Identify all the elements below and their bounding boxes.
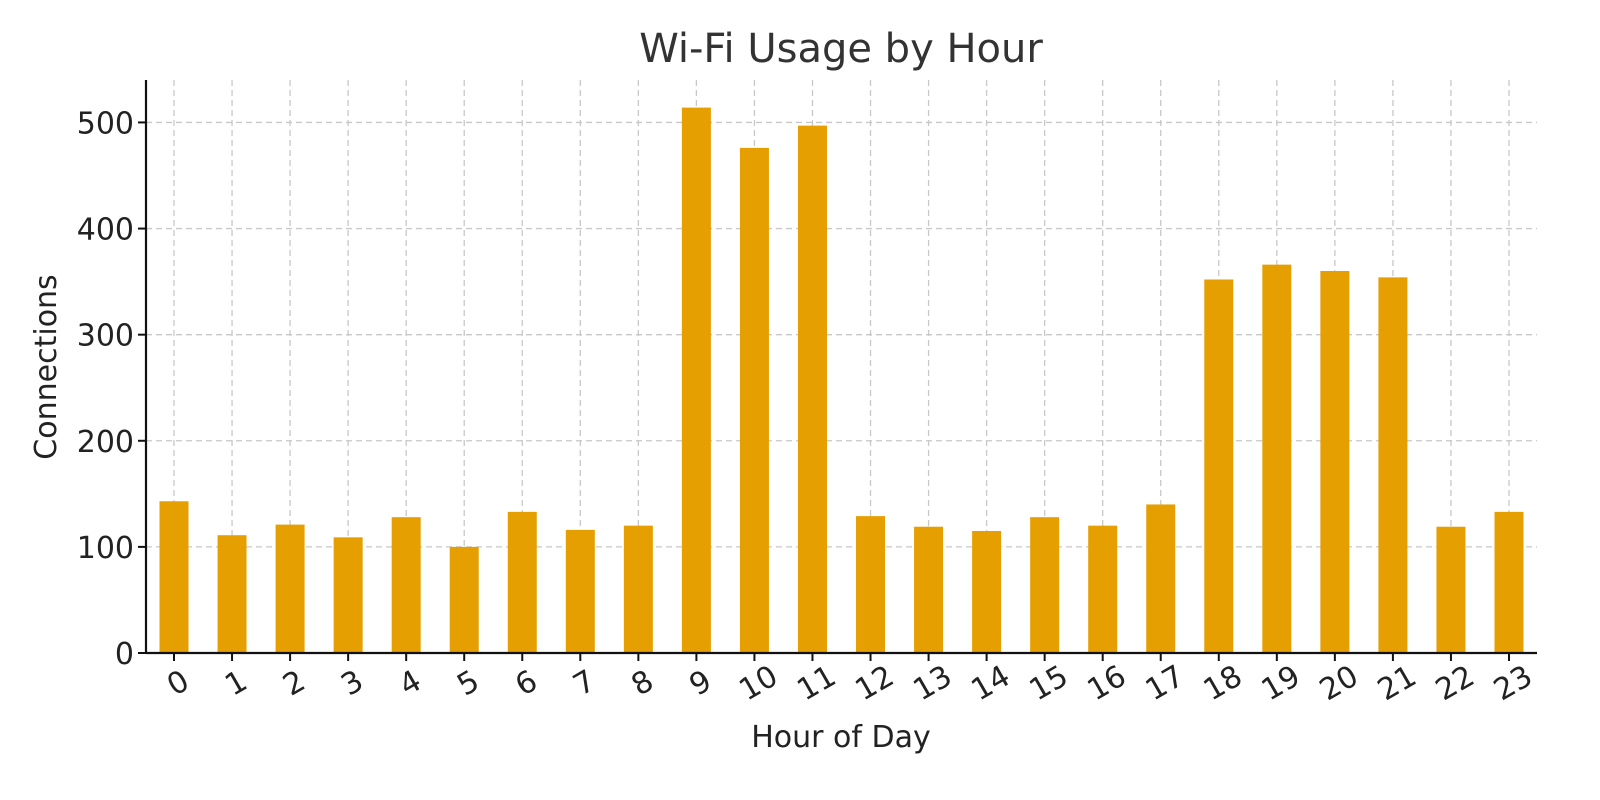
chart-title: Wi-Fi Usage by Hour: [639, 26, 1043, 72]
bar-hour-14: [972, 530, 1002, 653]
bar-hour-5: [449, 546, 479, 653]
bar-hour-6: [507, 511, 537, 653]
x-tick-label: 22: [1430, 659, 1481, 708]
bars: [159, 107, 1524, 654]
y-tick-label: 400: [77, 213, 134, 248]
bar-hour-2: [275, 524, 305, 653]
x-ticks: 0 1 2 3 4 5 6 7 8 9 10 11 12 13 14 15 16 17 18 19 20 21 22 23: [161, 653, 1539, 708]
bar-hour-17: [1146, 504, 1176, 653]
bar-hour-12: [856, 516, 886, 653]
y-tick-label: 200: [77, 425, 134, 460]
x-axis-title: Hour of Day: [751, 720, 931, 755]
x-tick-label: 12: [849, 659, 900, 708]
x-tick-label: 3: [335, 664, 369, 704]
bar-hour-18: [1204, 279, 1234, 653]
x-tick-label: 23: [1488, 659, 1539, 708]
bar-hour-19: [1262, 264, 1292, 653]
x-tick-label: 18: [1198, 659, 1249, 708]
axes: [144, 80, 1537, 655]
y-tick-label: 500: [77, 106, 134, 141]
x-tick-label: 13: [908, 659, 959, 708]
x-tick-label: 1: [219, 664, 253, 704]
x-tick-label: 10: [733, 659, 784, 708]
bar-hour-22: [1436, 526, 1466, 653]
x-tick-label: 17: [1140, 659, 1191, 708]
x-tick-label: 16: [1082, 659, 1133, 708]
x-tick-label: 21: [1372, 659, 1423, 708]
x-tick-label: 5: [451, 664, 485, 704]
x-tick-label: 7: [568, 664, 602, 704]
bar-hour-3: [333, 537, 363, 653]
bar-hour-1: [217, 535, 247, 653]
bar-hour-11: [797, 125, 827, 653]
bar-hour-0: [159, 501, 189, 653]
x-tick-label: 2: [277, 664, 311, 704]
bar-hour-13: [914, 526, 944, 653]
x-tick-label: 11: [791, 659, 842, 708]
grid: [146, 80, 1537, 653]
y-tick-label: 100: [77, 531, 134, 566]
bar-hour-4: [391, 517, 421, 653]
x-tick-label: 20: [1314, 659, 1365, 708]
bar-hour-9: [681, 107, 711, 654]
bar-hour-7: [565, 529, 595, 653]
x-tick-label: 0: [161, 664, 195, 704]
x-tick-label: 9: [684, 664, 718, 704]
bar-hour-20: [1320, 271, 1350, 653]
bar-hour-23: [1494, 511, 1524, 653]
bar-hour-16: [1088, 525, 1118, 653]
y-ticks: 0 100 200 300 400 500: [77, 106, 146, 672]
y-axis-title: Connections: [29, 274, 64, 459]
x-tick-label: 14: [966, 659, 1017, 708]
x-tick-label: 19: [1256, 659, 1307, 708]
y-tick-label: 0: [115, 637, 134, 672]
x-tick-label: 6: [509, 664, 543, 704]
bar-hour-8: [623, 525, 653, 653]
x-tick-label: 8: [626, 664, 660, 704]
x-tick-label: 4: [393, 664, 427, 704]
bar-hour-15: [1030, 517, 1060, 653]
bar-hour-10: [739, 147, 769, 653]
bar-hour-21: [1378, 277, 1408, 653]
y-tick-label: 300: [77, 319, 134, 354]
x-tick-label: 15: [1024, 659, 1075, 708]
